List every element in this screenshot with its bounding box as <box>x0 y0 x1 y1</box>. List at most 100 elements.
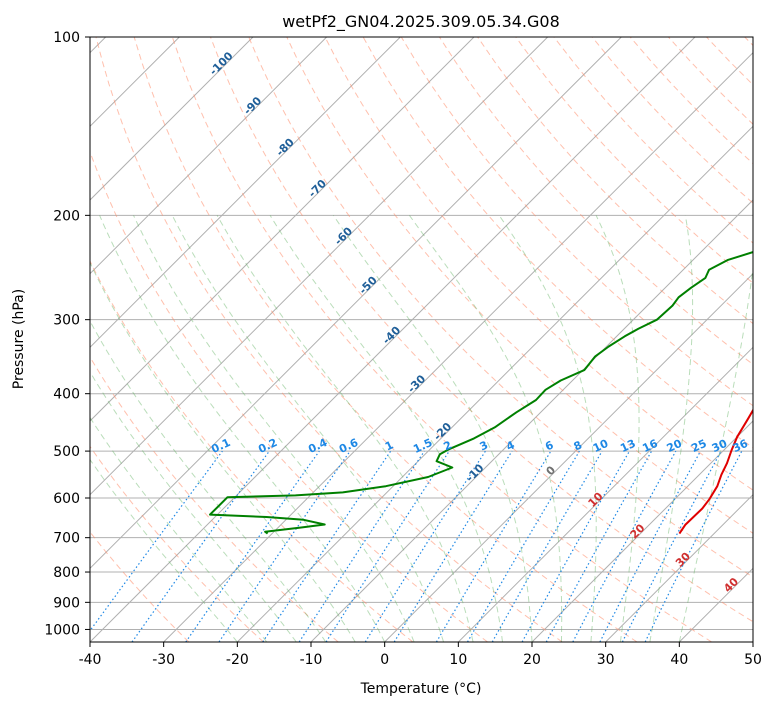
dry-adiabat-label: -90 <box>241 94 264 117</box>
y-tick-label: 800 <box>53 565 80 581</box>
x-tick-label: -10 <box>300 652 323 668</box>
mixing-ratio-label: 36 <box>731 437 751 455</box>
x-tick-label: -20 <box>226 652 249 668</box>
isotherm-line <box>752 641 753 642</box>
x-tick-label: -40 <box>79 652 102 668</box>
isotherm-line <box>90 37 328 275</box>
dry-adiabat-label: -30 <box>405 372 428 395</box>
x-tick-label: 0 <box>380 652 389 668</box>
moist-adiabat-label: 40 <box>721 575 741 595</box>
dry-adiabat-label: -80 <box>274 135 297 158</box>
x-axis-label: Temperature (°C) <box>360 681 482 697</box>
moist-adiabat-line <box>678 264 753 642</box>
y-tick-label: 200 <box>53 208 80 224</box>
moist-adiabat-line <box>90 320 327 642</box>
dry-adiabat-line <box>515 37 753 284</box>
dry-adiabat-line <box>95 37 563 642</box>
mixing-ratio-label: 0.6 <box>337 436 360 456</box>
axis-ticks: -40 -30 -20 -10 0 10 20 30 40 5010020030040050060… <box>44 30 762 668</box>
mixing-ratio-line <box>599 450 702 642</box>
dry-adiabat-line <box>90 150 488 642</box>
y-tick-label: 600 <box>53 491 80 507</box>
mixing-ratio-label: 0.4 <box>306 436 329 456</box>
dry-adiabat-label: -10 <box>463 461 486 484</box>
isotherm-line <box>163 51 753 642</box>
isotherm-line <box>90 37 254 201</box>
y-tick-label: 300 <box>53 313 80 329</box>
isotherm-line <box>90 37 475 422</box>
x-tick-label: 10 <box>449 652 467 668</box>
moist-adiabat-label: 30 <box>673 549 693 569</box>
chart-title: wetPf2_GN04.2025.309.05.34.G08 <box>282 12 560 32</box>
isotherm-line <box>678 567 753 642</box>
x-tick-label: 40 <box>670 652 688 668</box>
moist-adiabat-label: 20 <box>628 521 648 541</box>
isotherm-line <box>236 125 753 642</box>
dry-adiabat-line <box>286 37 753 534</box>
plot-frame <box>89 36 754 643</box>
dry-adiabat-line <box>90 445 264 642</box>
moist-adiabat-line <box>269 215 503 642</box>
dry-adiabat-line <box>90 259 414 642</box>
moist-adiabat-line <box>216 215 474 642</box>
moist-adiabat-line <box>90 458 238 642</box>
moist-adiabat-line <box>649 215 694 642</box>
isotherm-line <box>457 346 753 642</box>
moist-adiabat-line <box>171 215 445 642</box>
y-tick-label: 500 <box>53 444 80 460</box>
dry-adiabat-line <box>210 37 753 623</box>
dry-adiabat-label: -60 <box>332 224 355 247</box>
mixing-ratio-label: 25 <box>689 437 708 455</box>
isotherm-line <box>90 37 401 349</box>
dry-adiabat-label: -100 <box>207 49 236 78</box>
dry-adiabat-label: -20 <box>431 420 454 443</box>
x-tick-label: -30 <box>152 652 175 668</box>
profile-lines <box>209 251 753 535</box>
dry-adiabat-line <box>90 531 190 642</box>
y-tick-label: 400 <box>53 387 80 403</box>
mixing-ratio-line <box>90 450 223 632</box>
moist-adiabat-line <box>595 215 640 642</box>
moist-adiabat-line <box>99 215 386 642</box>
mixing-ratio-label: 10 <box>591 437 611 455</box>
isotherm-line <box>90 37 696 642</box>
x-tick-label: 20 <box>523 652 541 668</box>
dry-adiabat-line <box>171 37 712 642</box>
mixing-ratio-line <box>393 450 513 642</box>
dry-adiabat-label: -70 <box>306 177 329 200</box>
dry-adiabat-line <box>553 37 753 244</box>
x-tick-label: 30 <box>597 652 615 668</box>
moist-adiabat-label: 10 <box>586 490 606 510</box>
mixing-ratio-line <box>325 450 450 642</box>
mixing-ratio-label: 0.1 <box>209 436 232 456</box>
mixing-ratio-label: 13 <box>618 437 637 455</box>
dry-adiabat-line <box>90 356 339 642</box>
mixing-ratio-line <box>644 450 743 642</box>
mixing-ratio-label: 1.5 <box>411 436 434 456</box>
y-tick-label: 1000 <box>44 622 80 638</box>
isotherm-line <box>531 420 753 642</box>
dry-adiabat-label: -40 <box>380 324 403 347</box>
moist-adiabat-line <box>498 215 597 642</box>
isotherm-line <box>605 493 753 642</box>
mixing-ratio-line <box>466 450 580 642</box>
dry-adiabat-line <box>744 37 753 47</box>
dry-adiabat-line <box>706 37 753 86</box>
mixing-ratio-line <box>131 450 270 642</box>
moist-adiabat-line <box>90 416 268 642</box>
moist-adiabat-line <box>133 215 415 642</box>
background-lines <box>90 37 753 642</box>
mixing-ratio-line <box>262 450 392 642</box>
y-tick-label: 900 <box>53 595 80 611</box>
mixing-ratio-line <box>545 450 653 642</box>
isotherm-line <box>90 37 622 570</box>
moist-adiabat-line <box>90 370 297 642</box>
mixing-ratio-label: 16 <box>640 437 660 455</box>
isotherm-line <box>90 37 549 496</box>
mixing-ratio-line <box>218 450 351 642</box>
x-tick-label: 50 <box>744 652 762 668</box>
y-axis-label: Pressure (hPa) <box>11 289 27 389</box>
mixing-ratio-line <box>521 450 631 642</box>
line-labels: 0.1 0.2 0.4 0.6 1 1.5 2 3 4 6 8 10 13 16 20 25 30 36-100-… <box>207 49 750 595</box>
